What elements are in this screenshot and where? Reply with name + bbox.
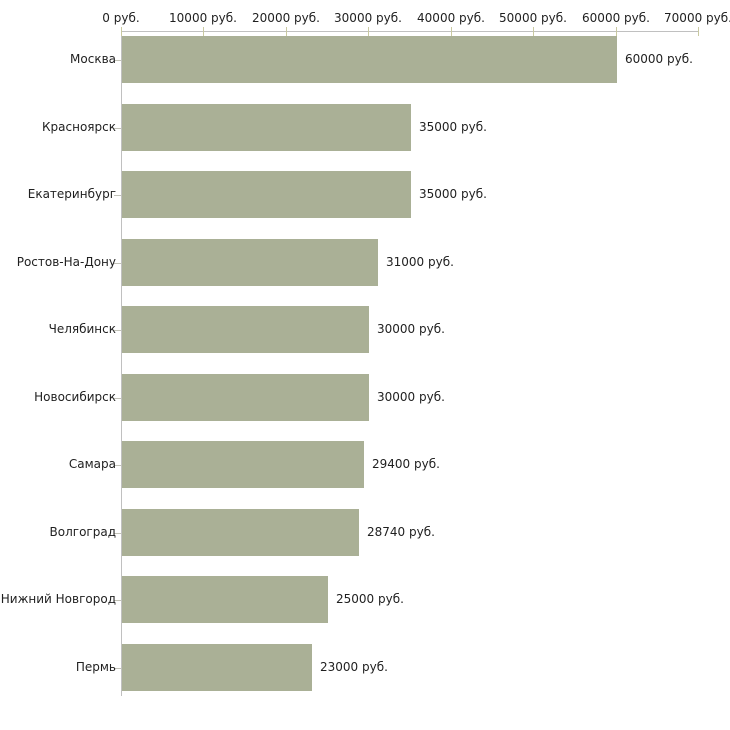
- value-label: 31000 руб.: [386, 255, 454, 269]
- value-label: 35000 руб.: [419, 187, 487, 201]
- value-label: 29400 руб.: [372, 457, 440, 471]
- y-tick: [114, 195, 121, 196]
- x-tick: [451, 27, 452, 36]
- category-label: Волгоград: [49, 525, 116, 539]
- bar: [122, 441, 364, 488]
- x-tick-label: 30000 руб.: [334, 11, 402, 25]
- bar: [122, 374, 369, 421]
- value-label: 25000 руб.: [336, 592, 404, 606]
- bar: [122, 306, 369, 353]
- x-tick: [698, 27, 699, 36]
- value-label: 35000 руб.: [419, 120, 487, 134]
- y-tick: [114, 533, 121, 534]
- x-tick: [203, 27, 204, 36]
- category-label: Ростов-На-Дону: [16, 255, 116, 269]
- value-label: 30000 руб.: [377, 390, 445, 404]
- category-label: Москва: [70, 52, 116, 66]
- x-tick: [286, 27, 287, 36]
- x-tick-label: 0 руб.: [102, 11, 140, 25]
- category-label: Красноярск: [42, 120, 116, 134]
- category-label: Пермь: [75, 660, 116, 674]
- x-tick: [533, 27, 534, 36]
- bar: [122, 576, 328, 623]
- x-tick: [121, 27, 122, 36]
- x-tick-label: 60000 руб.: [582, 11, 650, 25]
- value-label: 60000 руб.: [625, 52, 693, 66]
- category-label: Челябинск: [48, 322, 116, 336]
- y-tick: [114, 128, 121, 129]
- x-tick-label: 70000 руб.: [664, 11, 730, 25]
- x-axis-line: [121, 31, 698, 32]
- bar: [122, 171, 411, 218]
- category-label: Нижний Новгород: [0, 592, 116, 606]
- y-tick: [114, 60, 121, 61]
- y-tick: [114, 330, 121, 331]
- y-axis-line: [121, 31, 122, 696]
- value-label: 30000 руб.: [377, 322, 445, 336]
- y-tick: [114, 668, 121, 669]
- x-tick-label: 40000 руб.: [417, 11, 485, 25]
- x-tick: [368, 27, 369, 36]
- y-tick: [114, 398, 121, 399]
- x-tick-label: 10000 руб.: [169, 11, 237, 25]
- bar: [122, 239, 378, 286]
- bar: [122, 644, 312, 691]
- x-tick: [616, 27, 617, 36]
- category-label: Екатеринбург: [27, 187, 116, 201]
- bar: [122, 509, 359, 556]
- value-label: 28740 руб.: [367, 525, 435, 539]
- x-tick-label: 50000 руб.: [499, 11, 567, 25]
- y-tick: [114, 465, 121, 466]
- value-label: 23000 руб.: [320, 660, 388, 674]
- y-tick: [114, 600, 121, 601]
- category-label: Самара: [68, 457, 116, 471]
- category-label: Новосибирск: [34, 390, 116, 404]
- bar: [122, 36, 617, 83]
- y-tick: [114, 263, 121, 264]
- bar: [122, 104, 411, 151]
- x-tick-label: 20000 руб.: [252, 11, 320, 25]
